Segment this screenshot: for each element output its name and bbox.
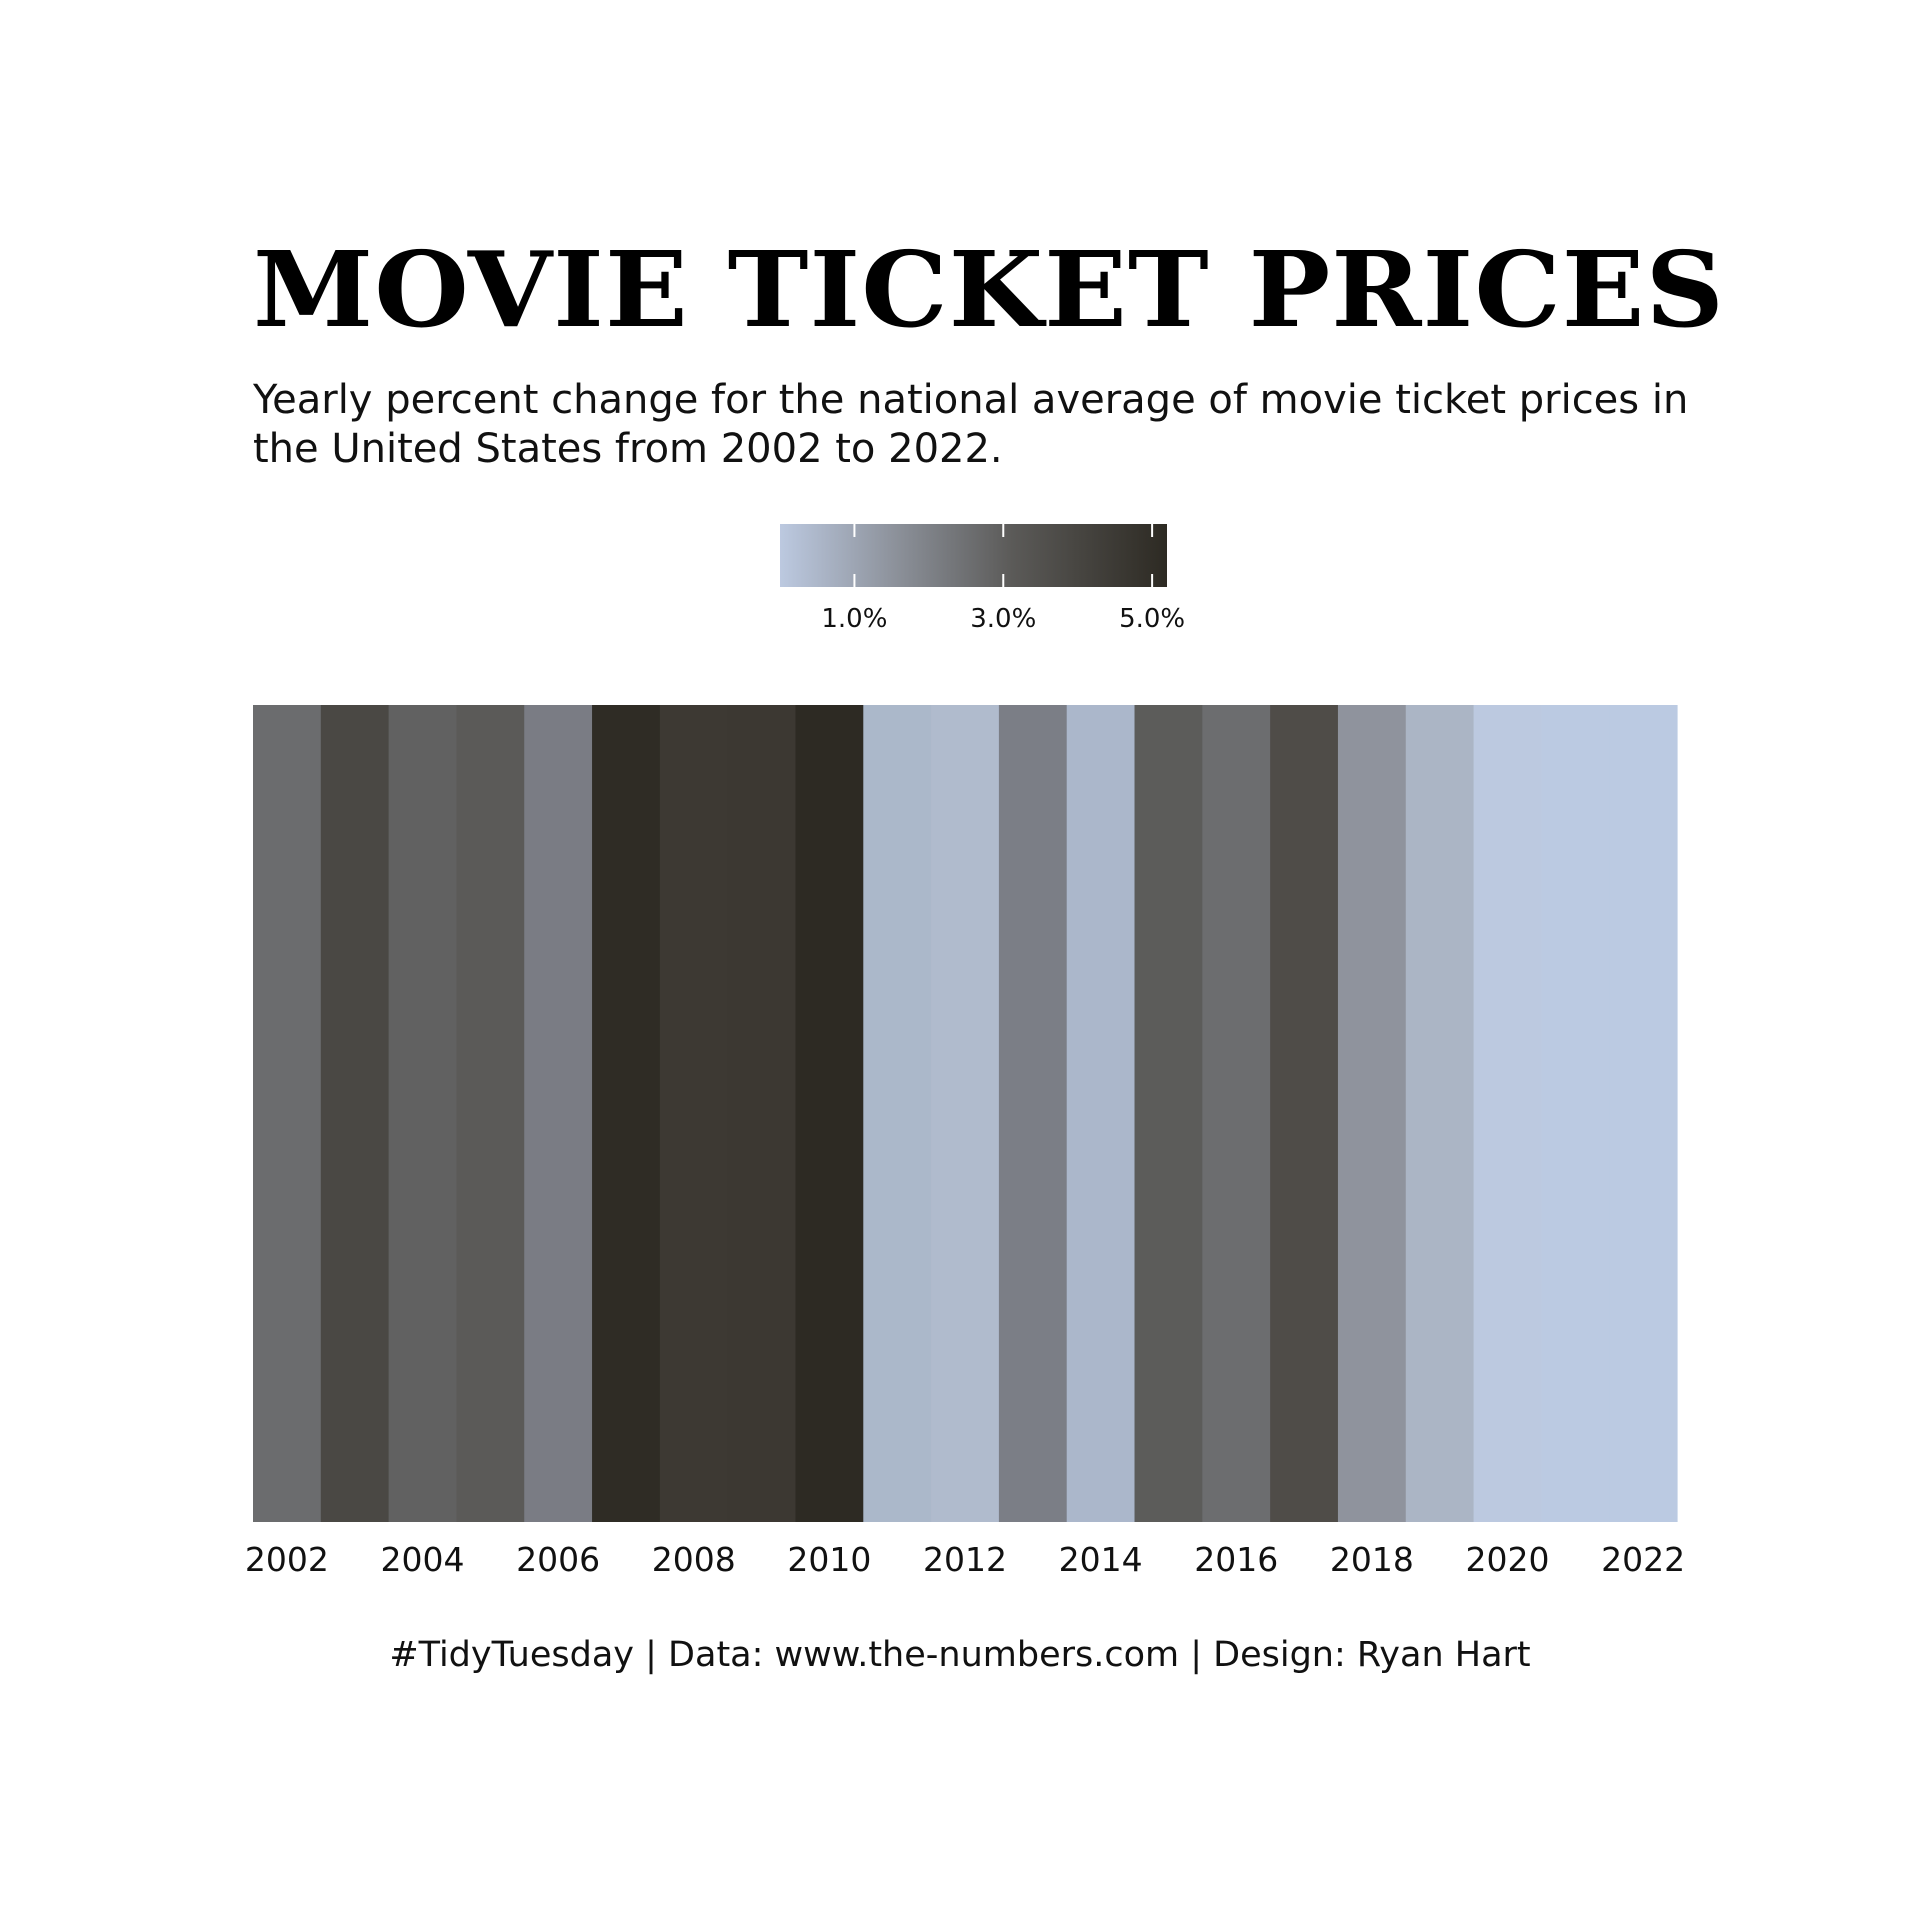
x-axis: 2002 2004 2006 2008 2010 2012 2014 2016 2018 2020… — [245, 1540, 1685, 1579]
stripe-2005 — [456, 705, 525, 1522]
stripe-2020 — [1473, 705, 1542, 1522]
x-tick-label: 2014 — [1059, 1540, 1143, 1579]
x-tick-label: 2016 — [1194, 1540, 1278, 1579]
stripe-2014 — [1066, 705, 1136, 1522]
stripe-2015 — [1134, 705, 1203, 1522]
stripe-2004 — [388, 705, 458, 1522]
x-tick-label: 2018 — [1330, 1540, 1414, 1579]
stripe-2008 — [659, 705, 729, 1522]
stripe-2019 — [1405, 705, 1475, 1522]
stripe-2006 — [524, 705, 593, 1522]
stripe-2009 — [727, 705, 797, 1522]
x-tick-label: 2002 — [245, 1540, 329, 1579]
stripe-2017 — [1270, 705, 1339, 1522]
stripe-2018 — [1337, 705, 1407, 1522]
stripe-2007 — [592, 705, 661, 1522]
x-tick-label: 2020 — [1465, 1540, 1549, 1579]
stripe-2003 — [320, 705, 390, 1522]
heatmap-stripes — [253, 705, 1678, 1522]
x-tick-label: 2008 — [652, 1540, 736, 1579]
stripe-2021 — [1541, 705, 1610, 1522]
x-tick-label: 2022 — [1601, 1540, 1685, 1579]
x-tick-label: 2010 — [787, 1540, 871, 1579]
stripe-2011 — [863, 705, 932, 1522]
chart-caption: #TidyTuesday | Data: www.the-numbers.com… — [389, 1635, 1531, 1675]
chart-title: MOVIE TICKET PRICES — [253, 228, 1725, 351]
stripe-2022 — [1609, 705, 1678, 1522]
x-tick-label: 2012 — [923, 1540, 1007, 1579]
stripe-2002 — [253, 705, 322, 1522]
legend-tick-label: 1.0% — [821, 604, 887, 634]
color-legend: 1.0% 3.0% 5.0% — [780, 524, 1185, 634]
chart-subtitle: Yearly percent change for the national a… — [253, 377, 1689, 472]
legend-tick-label: 3.0% — [970, 604, 1036, 634]
stripe-2013 — [998, 705, 1068, 1522]
stripe-2012 — [931, 705, 1000, 1522]
legend-tick-label: 5.0% — [1119, 604, 1185, 634]
stripe-2010 — [795, 705, 864, 1522]
stripe-2016 — [1202, 705, 1271, 1522]
x-tick-label: 2006 — [516, 1540, 600, 1579]
x-tick-label: 2004 — [381, 1540, 465, 1579]
legend-colorbar — [780, 524, 1167, 587]
